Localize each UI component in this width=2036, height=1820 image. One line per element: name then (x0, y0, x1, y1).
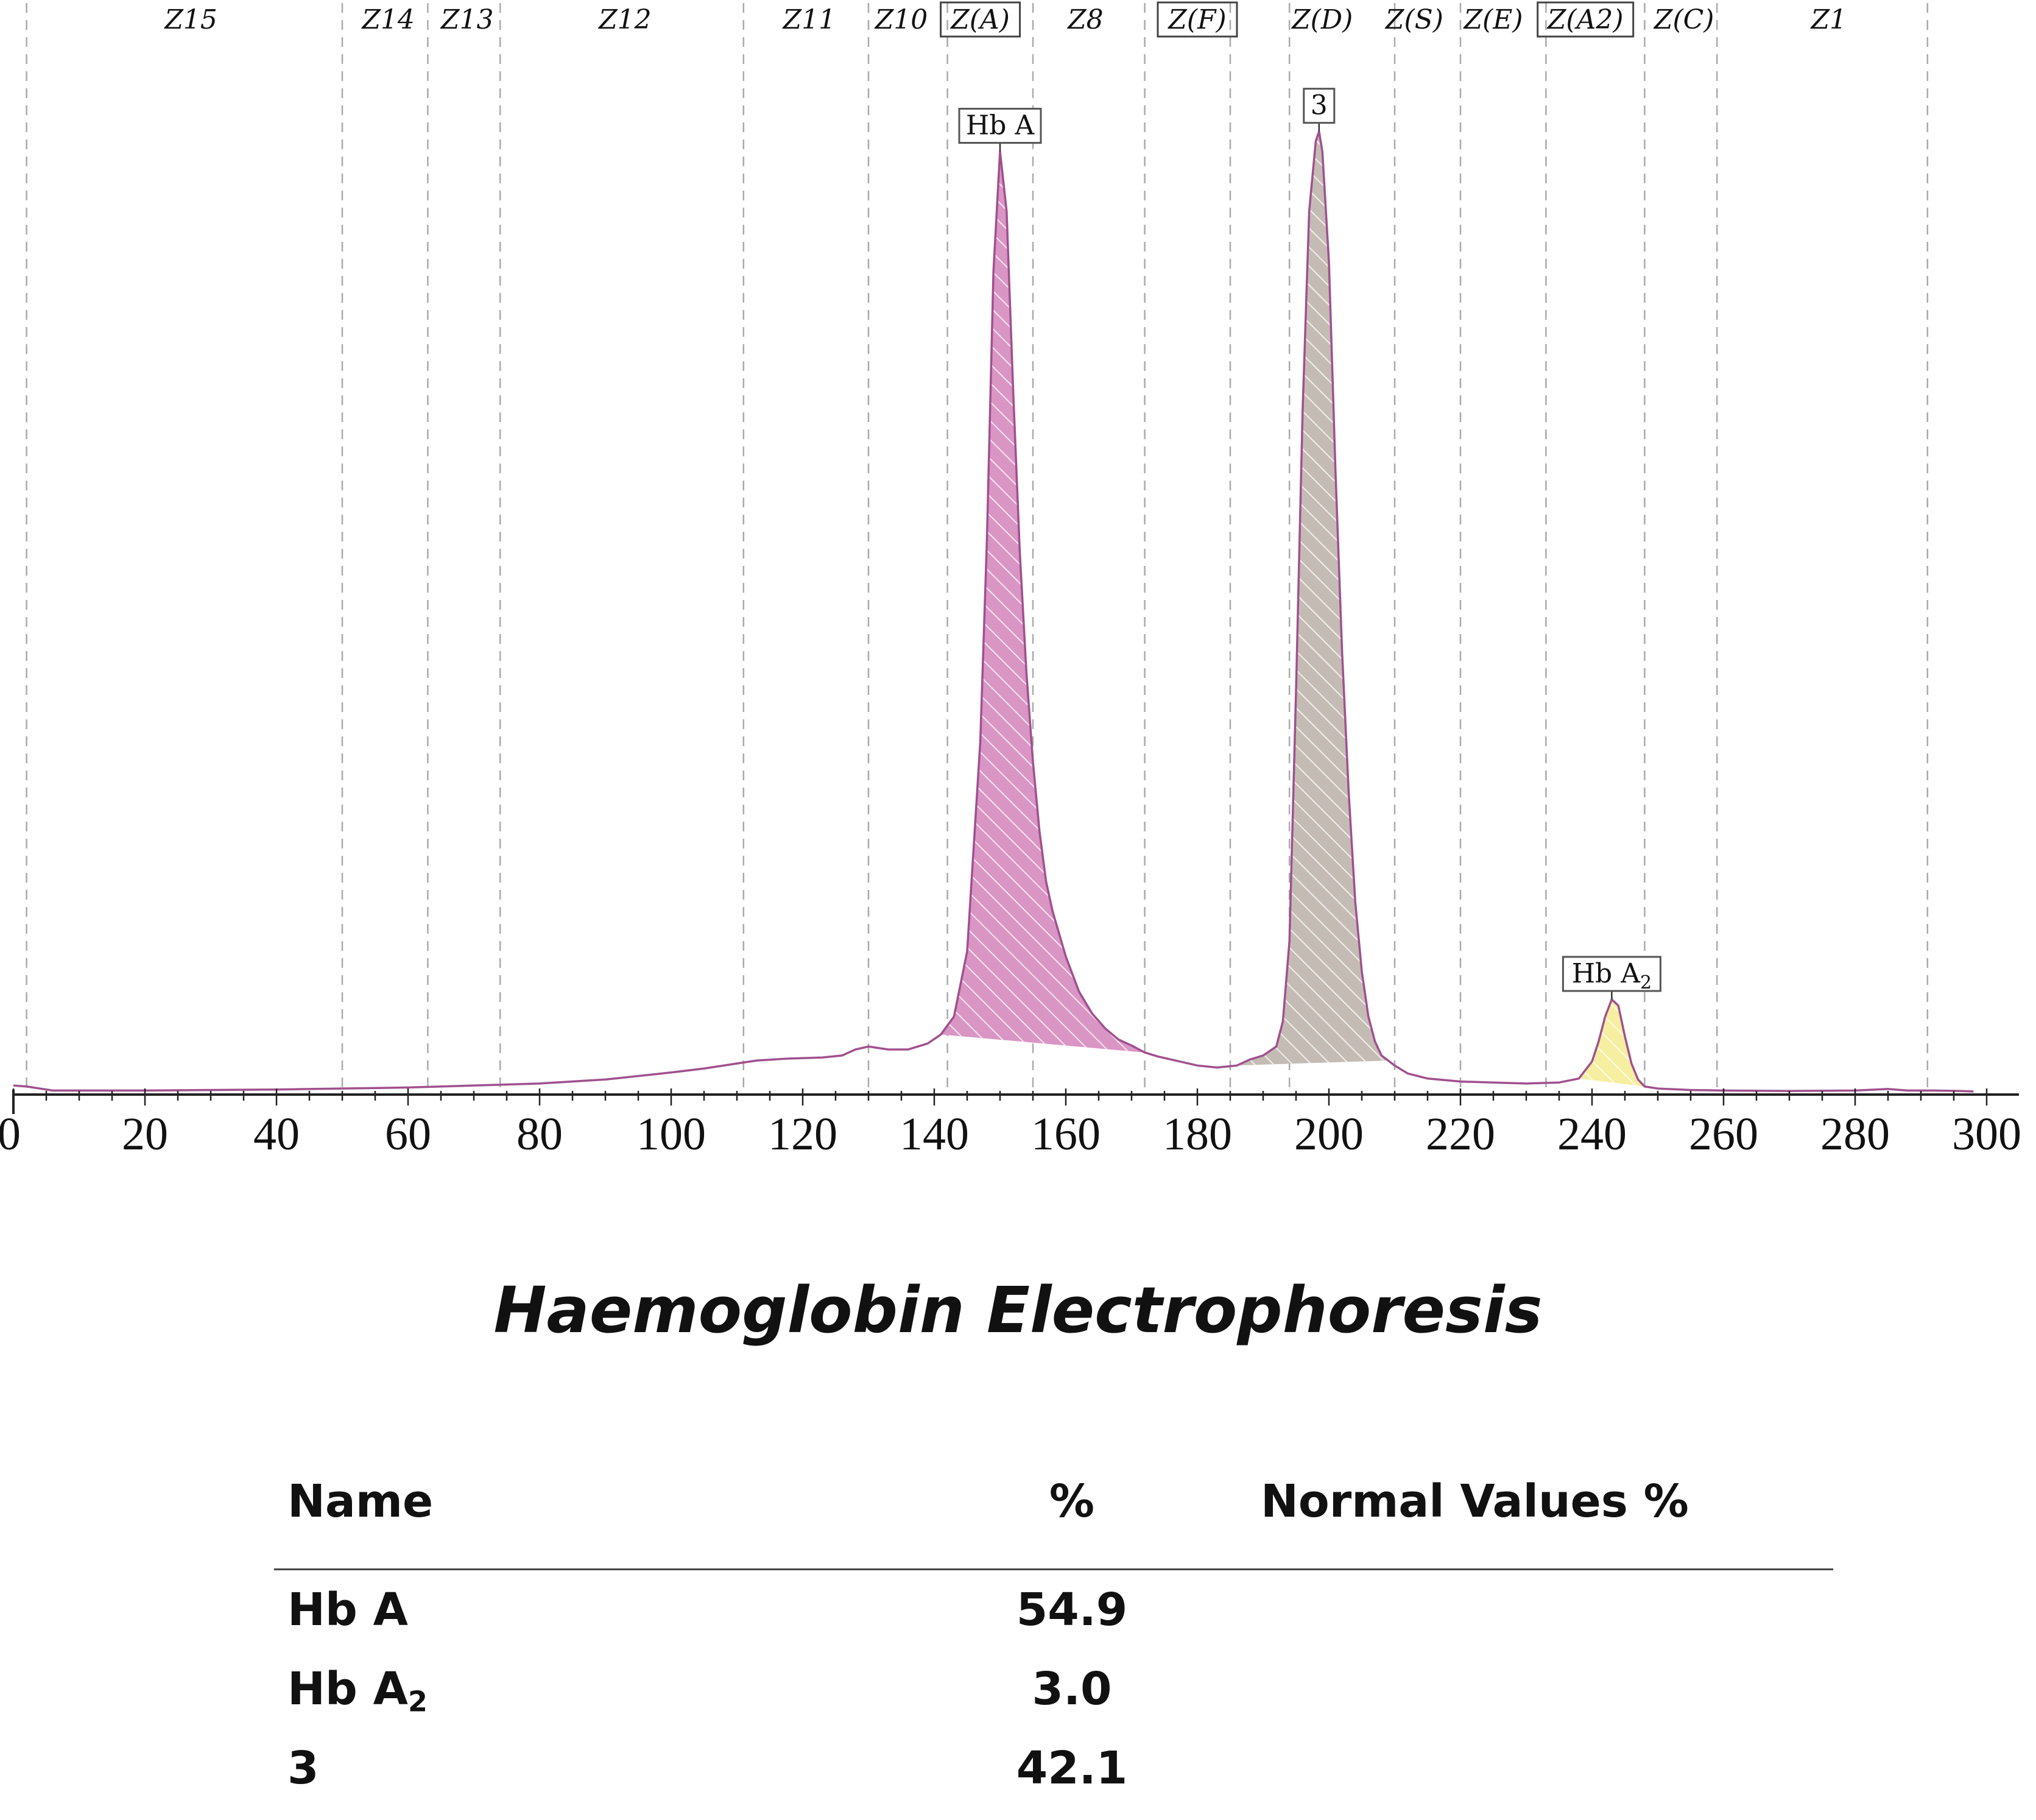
zone-label: Z(E) (1462, 4, 1523, 35)
zone-label: Z14 (361, 4, 415, 35)
x-tick-label: 60 (385, 1109, 431, 1160)
zone-label: Z(C) (1653, 4, 1714, 35)
x-tick-label: 20 (122, 1109, 168, 1160)
results-table: Name % Normal Values % Hb A 54.9 Hb A2 3… (274, 1462, 1833, 1808)
header-name: Name (287, 1475, 434, 1528)
peak-label-box (958, 108, 1042, 144)
x-tick-label: 0 (0, 1109, 21, 1160)
x-tick-label: 200 (1294, 1109, 1364, 1160)
results-header: Name % Normal Values % (274, 1462, 1833, 1570)
x-tick-label: 260 (1689, 1109, 1758, 1160)
zone-label: Z1 (1810, 4, 1847, 35)
x-tick-label: 280 (1820, 1109, 1890, 1160)
peak-fill-hatch (940, 151, 1145, 1053)
row-name: Hb A (287, 1584, 408, 1636)
table-row: Hb A2 3.0 (274, 1649, 1833, 1729)
peak-label: Hb A2 (1572, 958, 1652, 993)
zone-label: Z11 (782, 4, 836, 35)
peak-labels: Hb A 3 Hb A2 (958, 88, 1661, 1000)
zone-label: Z10 (874, 4, 928, 35)
zone-label: Z(D) (1291, 4, 1353, 35)
zone-label-box (1537, 1, 1635, 38)
row-name: Hb A2 (287, 1663, 428, 1718)
peak-label: 3 (1311, 90, 1328, 121)
x-tick-label: 40 (253, 1109, 300, 1160)
row-name: 3 (287, 1742, 319, 1794)
header-percent: % (1049, 1475, 1095, 1528)
zone-label-box (1157, 1, 1238, 38)
curve-layer (13, 130, 1974, 1093)
x-tick-label: 180 (1163, 1109, 1232, 1160)
peak-fills (940, 131, 1645, 1087)
density-curve (13, 130, 1974, 1093)
zone-label: Z(S) (1384, 4, 1443, 35)
peak-fill-hatch (1579, 999, 1645, 1087)
zone-label: Z12 (597, 4, 652, 35)
x-tick-label: 140 (900, 1109, 969, 1160)
peak-label: Hb A (966, 110, 1035, 141)
zone-label: Z8 (1066, 4, 1104, 35)
peak-label-box (1562, 956, 1661, 992)
zone-labels: Z15 Z14 Z13 Z12 Z11 Z10 Z(A) Z8 Z(F) Z(D) Z(S) Z(E)… (163, 1, 1847, 38)
chart-title: Haemoglobin Electrophoresis (493, 1273, 1543, 1347)
header-normal-values: Normal Values % (1261, 1475, 1689, 1528)
x-tick-label: 160 (1031, 1109, 1101, 1160)
x-axis: 0 20 40 60 80 100 120 140 160 180 200 220 240 260 280 3… (0, 1088, 2021, 1160)
x-tick-label: 100 (636, 1109, 706, 1160)
electrophoresis-chart: Z15 Z14 Z13 Z12 Z11 Z10 Z(A) Z8 Z(F) Z(D) Z(S) Z(E)… (0, 1, 2021, 1160)
zone-label: Z15 (163, 4, 217, 35)
zone-label: Z(A) (949, 4, 1010, 35)
x-tick-label: 220 (1426, 1109, 1495, 1160)
x-tick-label: 240 (1557, 1109, 1627, 1160)
table-row: 3 42.1 (274, 1729, 1833, 1808)
x-tick-label: 300 (1952, 1109, 2021, 1160)
row-percent: 54.9 (1016, 1584, 1128, 1636)
row-percent: 42.1 (1016, 1742, 1128, 1794)
zone-label-box (940, 1, 1021, 38)
table-row: Hb A 54.9 (274, 1570, 1833, 1649)
zone-label: Z(A2) (1546, 4, 1624, 35)
peak-label-box (1303, 88, 1336, 124)
row-percent: 3.0 (1032, 1663, 1112, 1715)
x-tick-label: 80 (516, 1109, 563, 1160)
peak-fill-hatch (1236, 131, 1389, 1066)
x-tick-label: 120 (768, 1109, 837, 1160)
zone-label: Z13 (440, 4, 494, 35)
zone-label: Z(F) (1167, 4, 1226, 35)
